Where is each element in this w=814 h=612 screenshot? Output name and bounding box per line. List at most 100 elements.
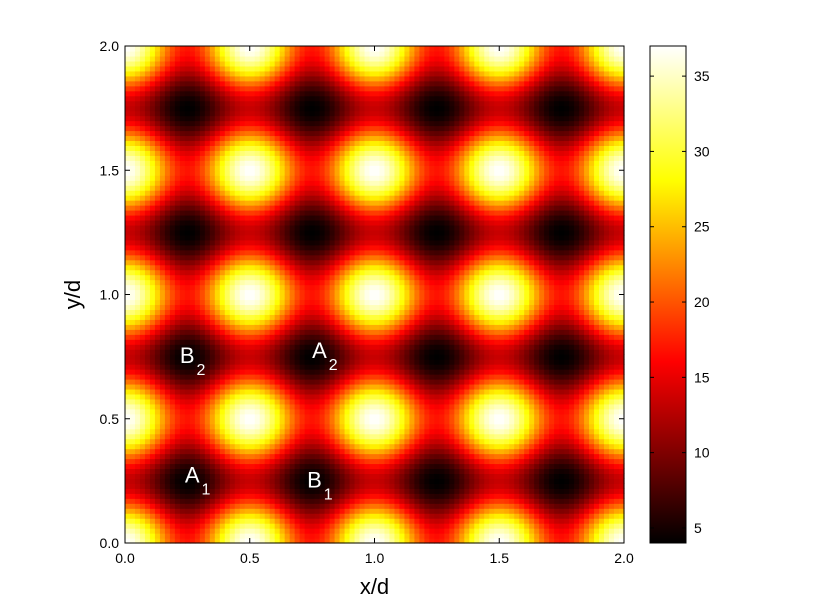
heatmap-cell [249,378,256,385]
heatmap-cell [214,533,221,539]
heatmap-cell [274,428,281,435]
heatmap-cell [189,160,196,166]
heatmap-cell [279,413,286,420]
heatmap-cell [234,125,241,132]
heatmap-cell [304,423,311,430]
heatmap-cell [199,289,206,296]
heatmap-cell [349,229,356,236]
heatmap-cell [174,339,181,345]
heatmap-cell [324,344,331,350]
heatmap-cell [369,115,376,122]
heatmap-cell [159,478,166,484]
heatmap-cell [125,224,131,231]
heatmap-cell [249,125,256,132]
heatmap-cell [289,398,296,405]
heatmap-cell [134,120,141,127]
heatmap-cell [219,483,226,489]
heatmap-cell [204,374,211,380]
heatmap-cell [229,269,236,276]
heatmap-cell [199,339,206,345]
heatmap-cell [125,354,131,360]
heatmap-cell [354,329,361,335]
heatmap-cell [294,165,301,171]
heatmap-cell [154,528,161,534]
heatmap-cell [314,533,321,539]
heatmap-cell [239,383,246,390]
heatmap-cell [329,354,336,360]
heatmap-cell [309,349,316,355]
heatmap-cell [129,304,136,311]
heatmap-cell [214,463,221,470]
heatmap-cell [279,498,286,504]
heatmap-cell [194,388,201,395]
heatmap-cell [224,90,231,97]
heatmap-cell [154,55,161,62]
heatmap-cell [324,150,331,156]
heatmap-cell [279,155,286,161]
heatmap-cell [349,533,356,539]
heatmap-cell [294,523,301,529]
heatmap-cell [364,125,371,132]
heatmap-cell [299,443,306,450]
heatmap-cell [364,418,371,425]
heatmap-cell [174,349,181,355]
heatmap-cell [319,528,326,534]
heatmap-cell [125,344,131,350]
heatmap-cell [229,334,236,340]
heatmap-cell [254,518,261,524]
heatmap-cell [204,200,211,206]
heatmap-cell [209,388,216,395]
heatmap-cell [169,244,176,251]
heatmap-cell [214,279,221,286]
heatmap-cell [319,95,326,102]
heatmap-cell [334,180,341,186]
heatmap-cell [149,100,156,107]
heatmap-cell [139,175,146,181]
heatmap-cell [244,50,251,57]
heatmap-cell [234,488,241,494]
heatmap-cell [239,378,246,385]
heatmap-cell [299,453,306,460]
heatmap-cell [324,264,331,271]
heatmap-cell [254,70,261,77]
heatmap-cell [204,264,211,271]
heatmap-cell [224,433,231,440]
heatmap-cell [244,433,251,440]
heatmap-cell [144,528,151,534]
heatmap-cell [159,160,166,166]
heatmap-cell [264,115,271,122]
heatmap-cell [239,234,246,241]
heatmap-cell [184,85,191,92]
heatmap-cell [319,349,326,355]
heatmap-cell [224,75,231,82]
heatmap-cell [344,85,351,92]
heatmap-cell [194,344,201,350]
heatmap-cell [229,249,236,256]
heatmap-cell [339,443,346,450]
heatmap-cell [254,279,261,286]
heatmap-cell [129,205,136,211]
heatmap-cell [309,55,316,62]
heatmap-cell [159,463,166,470]
heatmap-cell [189,165,196,171]
heatmap-cell [364,483,371,489]
heatmap-cell [199,364,206,370]
heatmap-cell [254,264,261,271]
heatmap-cell [125,95,131,102]
heatmap-cell [179,304,186,311]
heatmap-cell [364,369,371,375]
heatmap-cell [149,393,156,400]
heatmap-cell [164,344,171,350]
heatmap-cell [224,145,231,151]
heatmap-cell [219,438,226,445]
heatmap-cell [174,334,181,340]
heatmap-cell [264,513,271,519]
heatmap-cell [314,443,321,450]
heatmap-cell [249,195,256,201]
heatmap-cell [319,508,326,514]
heatmap-cell [249,150,256,156]
heatmap-cell [189,398,196,405]
heatmap-cell [314,508,321,514]
heatmap-cell [289,135,296,142]
heatmap-cell [314,234,321,241]
